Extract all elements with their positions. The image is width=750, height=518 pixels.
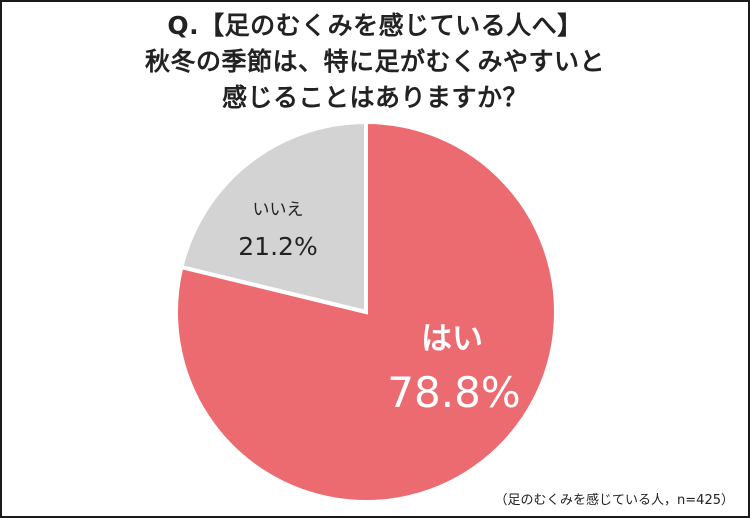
slice-label-no: いいえ	[253, 200, 304, 220]
slice-value-no: 21.2%	[238, 232, 317, 261]
chart-title: Q.【足のむくみを感じている人へ】 秋冬の季節は、特に足がむくみやすいと 感じる…	[2, 8, 748, 116]
slice-value-yes: 78.8%	[387, 368, 520, 417]
title-line-3: 感じることはありますか？	[221, 83, 528, 112]
title-line-1: Q.【足のむくみを感じている人へ】	[167, 11, 583, 40]
slice-label-yes: はい	[421, 321, 483, 357]
sample-note: （足のむくみを感じている人，n=425）	[494, 493, 734, 508]
pie-slice-no	[178, 119, 368, 315]
title-line-2: 秋冬の季節は、特に足がむくみやすいと	[144, 47, 605, 76]
